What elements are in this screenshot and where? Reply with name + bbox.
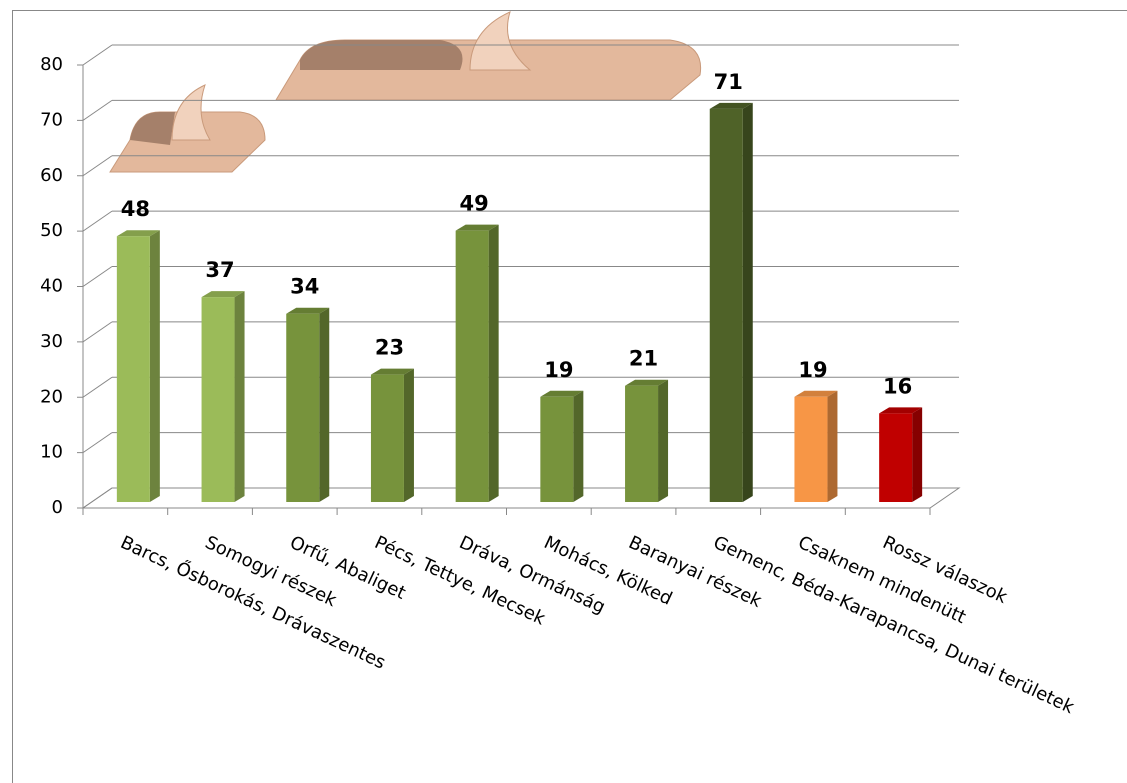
bar-side (403, 368, 414, 502)
bar-top (879, 407, 923, 414)
bar (370, 374, 404, 502)
value-label: 21 (629, 347, 658, 371)
value-label: 71 (714, 70, 743, 94)
y-tick-label: 60 (40, 165, 63, 186)
grid-line (82, 44, 113, 66)
bar-side (658, 379, 669, 502)
y-tick-label: 40 (40, 276, 63, 297)
bar-top (116, 230, 160, 237)
bar-top (286, 307, 330, 314)
value-label: 23 (375, 336, 404, 360)
bar (201, 297, 235, 502)
chart-border (12, 10, 1127, 783)
bar (794, 396, 828, 502)
grid-line (82, 321, 113, 343)
bar (709, 108, 743, 503)
value-label: 37 (205, 258, 234, 282)
bar-top (540, 390, 584, 397)
value-label: 34 (290, 275, 319, 299)
value-label: 19 (798, 358, 827, 382)
bar-side (573, 390, 584, 502)
value-label: 19 (544, 358, 573, 382)
y-tick-label: 10 (40, 442, 63, 463)
bar-side (827, 390, 838, 502)
grid-line (82, 487, 113, 509)
bar-side (319, 307, 330, 502)
bar-top (201, 291, 245, 298)
y-tick-label: 50 (40, 220, 63, 241)
bar (625, 385, 659, 502)
grid-line (82, 432, 113, 454)
bar-top (794, 390, 838, 397)
bar-top (625, 379, 669, 386)
grid-line (82, 155, 113, 177)
grid-line (82, 266, 113, 287)
bar-side (488, 224, 499, 502)
grid-line (82, 210, 113, 232)
bar (455, 230, 489, 502)
value-label: 49 (460, 192, 489, 216)
y-tick-label: 0 (52, 497, 63, 518)
grid-line (82, 99, 113, 121)
bar-side (912, 407, 923, 502)
value-label: 16 (883, 374, 912, 398)
y-tick-label: 70 (40, 109, 63, 130)
chocolate-decoration (109, 11, 702, 173)
y-tick-label: 30 (40, 331, 63, 352)
bar-top (709, 102, 753, 109)
grid-line (82, 376, 113, 398)
y-tick-label: 20 (40, 386, 63, 407)
bar-top (370, 368, 414, 375)
bar (286, 313, 320, 502)
bar-side (234, 291, 245, 502)
x-tick-label: Gemenc, Béda-Karapancsa, Dunai területek (710, 532, 1078, 718)
bar-side (742, 102, 753, 503)
value-label: 48 (121, 197, 150, 221)
bar (879, 413, 913, 502)
bar-top (455, 224, 499, 231)
bar (116, 236, 150, 502)
bar-side (149, 230, 160, 502)
bar (540, 396, 574, 502)
y-tick-label: 80 (40, 54, 63, 75)
